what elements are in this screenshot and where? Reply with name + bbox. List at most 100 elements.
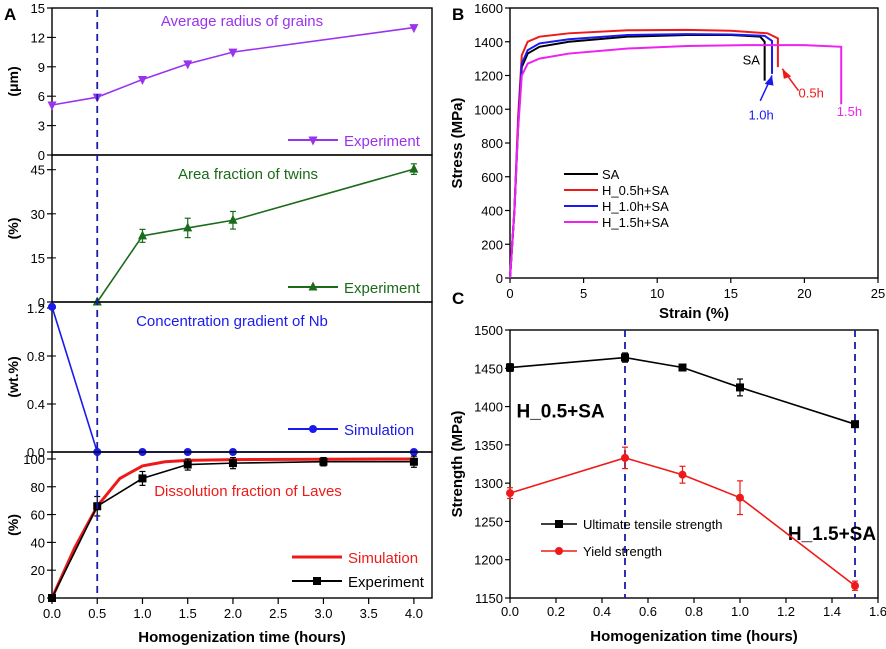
legend-twins: Experiment xyxy=(344,280,421,297)
x-tick-label: 15 xyxy=(724,286,738,301)
x-tick-label: 0 xyxy=(506,286,513,301)
x-tick-label: 2.5 xyxy=(269,606,287,621)
x-tick-label: 4.0 xyxy=(405,606,423,621)
y-tick-label: 1300 xyxy=(474,476,503,491)
y-tick-label: 600 xyxy=(481,170,503,185)
x-tick-label: 0.8 xyxy=(685,604,703,619)
data-point xyxy=(621,353,629,362)
x-tick-label: 3.0 xyxy=(314,606,332,621)
legend-nb: Simulation xyxy=(344,422,414,439)
curve-annotation: SA xyxy=(743,53,761,68)
legend-entry: SA xyxy=(602,167,620,182)
y-tick-label: 1150 xyxy=(475,591,503,606)
x-tick-label: 0.4 xyxy=(593,604,611,619)
annotation-arrowhead xyxy=(782,68,792,79)
y-tick-label: 12 xyxy=(31,30,45,45)
data-point xyxy=(228,214,238,224)
x-axis-label: Homogenization time (hours) xyxy=(590,628,798,645)
y-tick-label: 1.2 xyxy=(27,301,45,316)
panel-label-a: A xyxy=(4,5,16,24)
y-tick-label: 0.0 xyxy=(27,445,45,460)
data-point xyxy=(183,460,192,469)
legend-entry: Yield strength xyxy=(583,544,662,559)
plot-frame xyxy=(509,329,879,599)
y-tick-label: 40 xyxy=(31,535,45,550)
y-axis-label: Stress (MPa) xyxy=(449,98,466,189)
y-tick-label: 30 xyxy=(31,207,45,222)
condition-annotation: H_0.5+SA xyxy=(516,401,604,422)
data-point xyxy=(47,101,57,111)
data-point xyxy=(138,474,147,483)
y-tick-label: 1200 xyxy=(474,69,503,84)
data-point xyxy=(319,457,328,466)
y-tick-label: 6 xyxy=(38,89,45,104)
y-tick-label: 1400 xyxy=(474,35,503,50)
x-tick-label: 1.0 xyxy=(133,606,151,621)
x-tick-label: 10 xyxy=(650,286,664,301)
x-tick-label: 0.5 xyxy=(88,606,106,621)
x-tick-label: 1.5 xyxy=(179,606,197,621)
data-point xyxy=(48,302,56,311)
series-line xyxy=(50,457,414,599)
x-tick-label: 0.2 xyxy=(547,604,565,619)
panel-label-b: B xyxy=(452,5,464,24)
data-point xyxy=(137,76,147,86)
y-tick-label: 200 xyxy=(481,237,503,252)
y-tick-label: 45 xyxy=(31,163,45,178)
data-point xyxy=(678,470,687,479)
x-tick-label: 2.0 xyxy=(224,606,242,621)
data-point xyxy=(228,48,238,58)
y-tick-label: 60 xyxy=(31,508,45,523)
y-tick-label: 0.8 xyxy=(27,349,45,364)
y-tick-label: 0 xyxy=(38,591,45,606)
y-tick-label: 15 xyxy=(31,251,45,266)
panel-label-c: C xyxy=(452,289,464,308)
subplot-title: Dissolution fraction of Laves xyxy=(154,483,342,500)
y-tick-label: 1000 xyxy=(474,102,503,117)
y-tick-label: 20 xyxy=(31,563,45,578)
x-axis-label: Homogenization time (hours) xyxy=(138,629,346,646)
condition-annotation: H_1.5+SA xyxy=(788,524,876,545)
data-point xyxy=(228,459,237,468)
y-axis-label: (%) xyxy=(5,218,21,240)
x-tick-label: 1.2 xyxy=(777,604,795,619)
x-tick-label: 1.6 xyxy=(869,604,886,619)
y-tick-label: 1200 xyxy=(474,553,503,568)
legend-laves-exp: Experiment xyxy=(348,574,425,591)
plot-frame xyxy=(509,7,879,279)
y-tick-label: 80 xyxy=(31,480,45,495)
y-tick-label: 3 xyxy=(38,119,45,134)
legend-entry: H_0.5h+SA xyxy=(602,183,669,198)
x-tick-label: 3.5 xyxy=(360,606,378,621)
y-tick-label: 0 xyxy=(38,295,45,310)
y-tick-label: 15 xyxy=(31,1,45,16)
data-point xyxy=(183,60,193,70)
y-tick-label: 1600 xyxy=(474,1,503,16)
legend-marker xyxy=(555,547,563,555)
legend-laves-sim: Simulation xyxy=(348,550,418,567)
y-tick-label: 1500 xyxy=(474,323,503,338)
x-tick-label: 1.0 xyxy=(731,604,749,619)
data-point xyxy=(409,457,418,466)
data-point xyxy=(409,24,419,34)
curve-annotation: 0.5h xyxy=(799,85,824,100)
x-tick-label: 0.0 xyxy=(43,606,61,621)
x-tick-label: 0.0 xyxy=(501,604,519,619)
y-tick-label: 1400 xyxy=(474,400,503,415)
stress-strain-curve xyxy=(509,34,766,279)
annotation-arrowhead xyxy=(764,75,774,86)
data-point xyxy=(409,163,419,173)
y-tick-label: 800 xyxy=(481,136,503,151)
y-tick-label: 100 xyxy=(23,452,45,467)
curve-annotation: 1.5h xyxy=(837,104,862,119)
x-tick-label: 0.6 xyxy=(639,604,657,619)
y-tick-label: 9 xyxy=(38,60,45,75)
data-point xyxy=(851,420,859,429)
legend-nb-marker xyxy=(309,425,317,433)
series-line xyxy=(51,26,415,106)
data-point xyxy=(506,489,514,498)
data-point xyxy=(137,230,147,240)
y-tick-label: 1450 xyxy=(474,361,503,376)
legend-laves-exp-marker xyxy=(313,577,321,585)
